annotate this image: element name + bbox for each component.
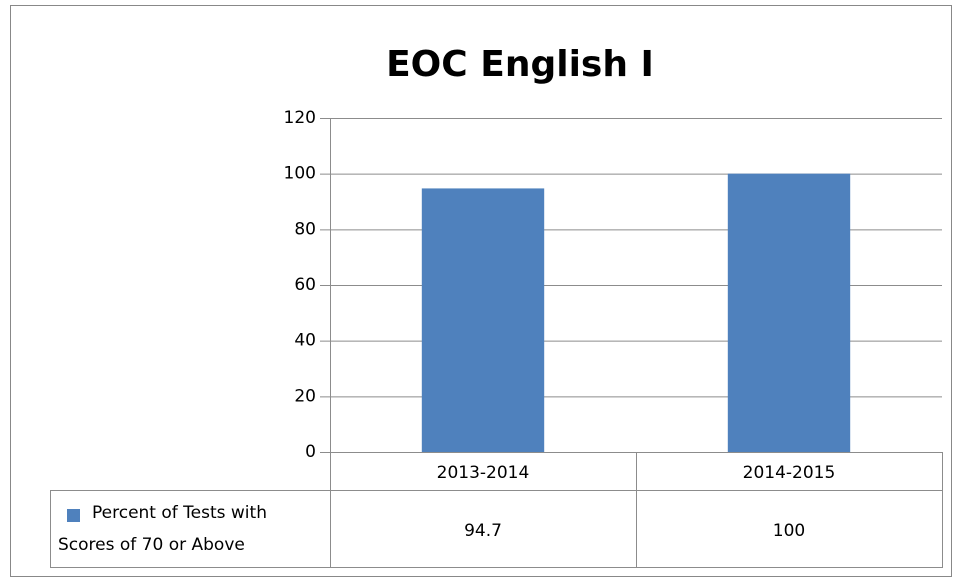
bar	[421, 188, 545, 452]
y-tick-label: 0	[305, 442, 316, 462]
y-tick-label: 100	[284, 164, 316, 184]
y-tick-label: 60	[294, 275, 316, 295]
y-tick-label: 40	[294, 331, 316, 351]
table-value: 100	[773, 521, 805, 541]
x-tick-label: 2014-2015	[743, 463, 836, 483]
legend-swatch	[67, 509, 80, 522]
x-tick-label: 2013-2014	[437, 463, 530, 483]
legend-label: Percent of Tests with Scores of 70 or Ab…	[58, 503, 267, 555]
y-tick-label: 80	[294, 219, 316, 239]
table-value: 94.7	[464, 521, 502, 541]
y-tick-label: 20	[294, 386, 316, 406]
chart-title: EOC English I	[386, 44, 654, 85]
y-tick-label: 120	[284, 108, 316, 128]
bar	[727, 173, 851, 452]
